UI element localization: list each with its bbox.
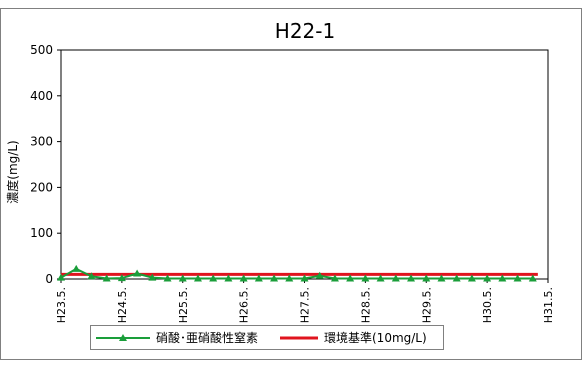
data-point [209, 274, 218, 282]
data-point [376, 274, 385, 282]
data-point [330, 274, 339, 282]
data-point [513, 274, 522, 282]
y-axis: 0 100 200 300 400 500 [30, 43, 61, 286]
y-tick-label: 500 [30, 43, 53, 57]
data-point [254, 274, 263, 282]
data-point [72, 264, 81, 272]
chart-outer-border [0, 8, 582, 360]
data-point [300, 274, 309, 282]
data-point [467, 274, 476, 282]
data-point [224, 274, 233, 282]
data-point [148, 273, 157, 281]
y-tick-label: 100 [30, 226, 53, 240]
x-axis: H23.5. H24.5. H25.5. H26.5. H27.5. H28.5. H29.… [55, 279, 555, 323]
y-tick-label: 200 [30, 180, 53, 194]
data-point [315, 271, 324, 279]
series-layer [57, 264, 538, 282]
chart-title: H22-1 [275, 19, 335, 43]
legend-label: 環境基準(10mg/L) [324, 330, 427, 345]
data-point [102, 274, 111, 282]
data-point [270, 274, 279, 282]
legend: 硝酸･亜硝酸性窒素 環境基準(10mg/L) [90, 325, 444, 350]
data-point [133, 269, 142, 277]
x-tick-label: H24.5. [116, 287, 129, 323]
x-tick-label: H29.5. [420, 287, 433, 323]
data-point [346, 274, 355, 282]
x-tick-label: H30.5. [481, 287, 494, 323]
x-tick-label: H28.5. [359, 287, 372, 323]
data-point [407, 274, 416, 282]
legend-marker [119, 334, 127, 341]
data-point [178, 274, 187, 282]
y-tick-label: 300 [30, 135, 53, 149]
data-point [452, 274, 461, 282]
data-point [87, 272, 96, 280]
data-point [483, 274, 492, 282]
x-tick-label: H31.5. [542, 287, 555, 323]
data-point [498, 274, 507, 282]
data-point [163, 274, 172, 282]
x-tick-label: H26.5. [238, 287, 251, 323]
x-tick-label: H25.5. [177, 287, 190, 323]
data-point [239, 274, 248, 282]
data-point [422, 274, 431, 282]
legend-label: 硝酸･亜硝酸性窒素 [156, 330, 258, 345]
y-tick-label: 400 [30, 89, 53, 103]
y-axis-label: 濃度(mg/L) [5, 140, 20, 203]
data-point [361, 274, 370, 282]
data-point [528, 274, 537, 282]
data-point [193, 274, 202, 282]
data-point [391, 274, 400, 282]
data-point [285, 274, 294, 282]
data-point [437, 274, 446, 282]
x-tick-label: H23.5. [55, 287, 68, 323]
y-tick-label: 0 [45, 272, 53, 286]
x-tick-label: H27.5. [299, 287, 312, 323]
data-point [57, 273, 65, 281]
plot-area [60, 49, 549, 280]
data-point [117, 274, 126, 282]
